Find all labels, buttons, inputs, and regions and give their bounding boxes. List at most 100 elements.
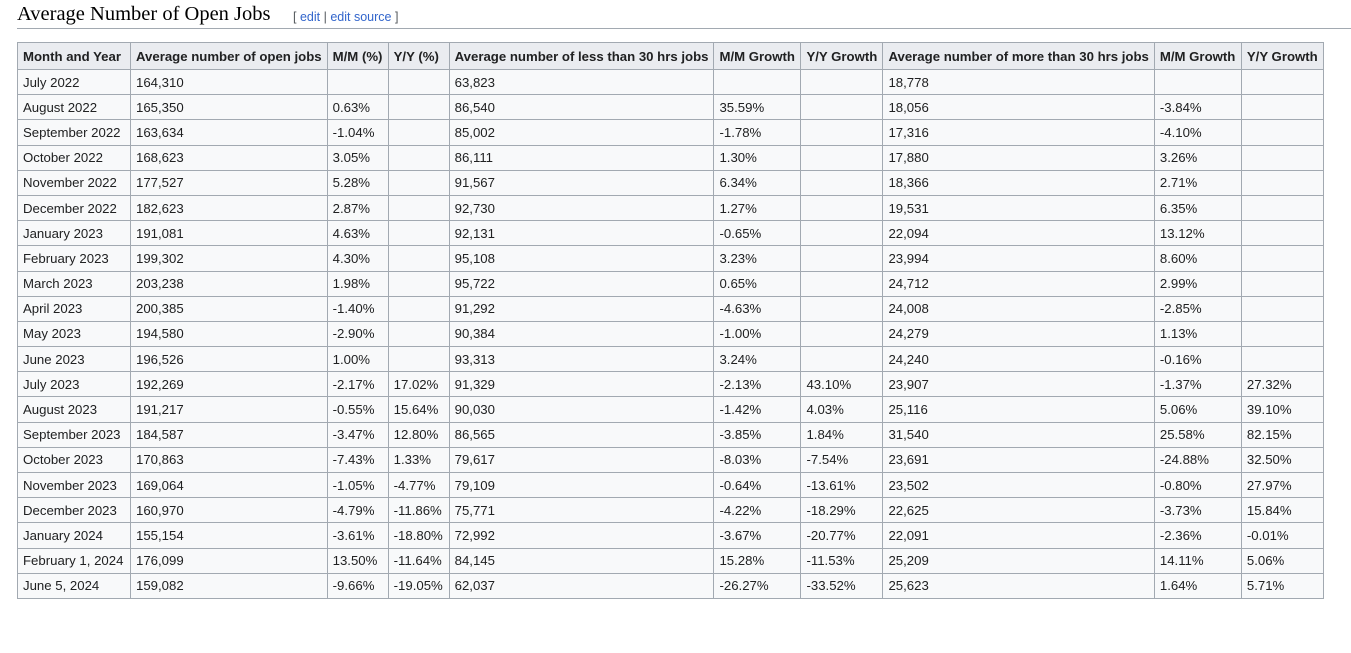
table-cell: 15.28% <box>713 547 802 574</box>
table-cell: 191,217 <box>130 396 328 423</box>
table-cell: 3.05% <box>326 144 389 171</box>
table-cell: 86,111 <box>448 144 715 171</box>
table-cell <box>800 194 884 222</box>
table-row: August 2022 165,350 0.63% 86,540 35.59% 18,05… <box>17 94 1324 121</box>
table-cell: -1.00% <box>713 320 802 348</box>
table-cell: 92,131 <box>448 220 715 247</box>
table-cell: -1.37% <box>1153 371 1242 398</box>
table-cell: 90,030 <box>448 396 715 423</box>
table-cell: 168,623 <box>130 144 328 171</box>
table-cell: 62,037 <box>448 572 715 599</box>
table-cell: -2.13% <box>713 371 802 398</box>
table-cell: -24.88% <box>1153 446 1242 474</box>
table-cell: 91,567 <box>448 169 715 196</box>
table-cell: 199,302 <box>130 245 328 272</box>
table-cell: 1.98% <box>326 270 389 297</box>
table-cell: 23,907 <box>882 371 1155 398</box>
table-cell: 159,082 <box>130 572 328 599</box>
table-cell: 169,064 <box>130 471 328 499</box>
table-cell <box>387 94 450 121</box>
table-cell: 22,094 <box>882 220 1155 247</box>
table-cell: 95,108 <box>448 245 715 272</box>
table-cell: 79,617 <box>448 446 715 474</box>
table-cell: -2.17% <box>326 371 389 398</box>
table-cell: 165,350 <box>130 94 328 121</box>
table-cell: 31,540 <box>882 421 1155 448</box>
table-cell: -11.86% <box>387 497 450 524</box>
table-cell: -4.22% <box>713 497 802 524</box>
table-cell: 19,531 <box>882 194 1155 222</box>
table-cell <box>387 220 450 247</box>
table-cell: June 2023 <box>17 346 131 373</box>
table-cell: 0.65% <box>713 270 802 297</box>
table-cell: 17.02% <box>387 371 450 398</box>
table-cell: October 2022 <box>17 144 131 171</box>
table-cell: -4.79% <box>326 497 389 524</box>
table-cell: 170,863 <box>130 446 328 474</box>
edit-source-link[interactable]: edit source <box>330 10 392 24</box>
table-cell: January 2024 <box>17 522 131 549</box>
table-row: November 2022 177,527 5.28% 91,567 6.34% 18,3… <box>17 169 1324 196</box>
table-cell <box>387 320 450 348</box>
table-cell <box>800 270 884 297</box>
table-cell: 25.58% <box>1153 421 1242 448</box>
table-row: July 2023 192,269 -2.17% 17.02% 91,329 -2.13%… <box>17 371 1324 398</box>
table-cell: 18,778 <box>882 68 1155 96</box>
table-cell: 25,623 <box>882 572 1155 599</box>
table-cell: January 2023 <box>17 220 131 247</box>
table-cell: -4.63% <box>713 295 802 322</box>
table-cell: May 2023 <box>17 320 131 348</box>
table-cell <box>800 220 884 247</box>
table-cell <box>800 119 884 146</box>
table-cell: 6.35% <box>1153 194 1242 222</box>
table-cell: December 2022 <box>17 194 131 222</box>
table-cell: 13.50% <box>326 547 389 574</box>
column-header: M/M Growth <box>1153 42 1242 70</box>
table-cell: 93,313 <box>448 346 715 373</box>
table-cell: 5.06% <box>1153 396 1242 423</box>
table-cell: February 1, 2024 <box>17 547 131 574</box>
table-row: June 5, 2024 159,082 -9.66% -19.05% 62,037 -2… <box>17 572 1324 599</box>
table-cell: November 2023 <box>17 471 131 499</box>
table-cell: 164,310 <box>130 68 328 96</box>
table-cell <box>1240 94 1324 121</box>
edit-section-links: [ edit | edit source ] <box>293 10 398 24</box>
table-cell: 1.64% <box>1153 572 1242 599</box>
table-cell <box>1240 245 1324 272</box>
table-cell: 191,081 <box>130 220 328 247</box>
table-cell: 95,722 <box>448 270 715 297</box>
table-row: January 2024 155,154 -3.61% -18.80% 72,992 -3… <box>17 522 1324 549</box>
table-row: November 2023 169,064 -1.05% -4.77% 79,109 -0… <box>17 471 1324 499</box>
table-cell: 24,712 <box>882 270 1155 297</box>
table-cell: -0.65% <box>713 220 802 247</box>
section-heading: Average Number of Open Jobs [ edit | edi… <box>17 0 1351 29</box>
table-cell: -1.42% <box>713 396 802 423</box>
table-row: December 2023 160,970 -4.79% -11.86% 75,771-… <box>17 497 1324 524</box>
table-cell: -1.78% <box>713 119 802 146</box>
table-cell: 2.99% <box>1153 270 1242 297</box>
table-cell: 163,634 <box>130 119 328 146</box>
table-cell <box>1240 194 1324 222</box>
table-cell: 92,730 <box>448 194 715 222</box>
table-cell <box>800 245 884 272</box>
column-header: Average number of less than 30 hrs jobs <box>448 42 715 70</box>
table-cell: August 2023 <box>17 396 131 423</box>
table-cell <box>800 169 884 196</box>
table-row: July 2022 164,310 63,823 18,778 <box>17 68 1324 96</box>
table-cell: -3.73% <box>1153 497 1242 524</box>
table-cell: 1.00% <box>326 346 389 373</box>
table-cell: July 2022 <box>17 68 131 96</box>
table-cell <box>387 295 450 322</box>
column-header: Average number of more than 30 hrs jobs <box>882 42 1155 70</box>
table-cell <box>713 68 802 96</box>
table-cell: 17,316 <box>882 119 1155 146</box>
table-cell: 15.84% <box>1240 497 1324 524</box>
table-row: December 2022 182,623 2.87% 92,730 1.27% 19,5… <box>17 194 1324 222</box>
column-header: Average number of open jobs <box>130 42 328 70</box>
edit-link[interactable]: edit <box>299 10 321 24</box>
table-row: March 2023 203,238 1.98% 95,722 0.65% 24,712 2… <box>17 270 1324 297</box>
table-cell: 2.71% <box>1153 169 1242 196</box>
table-cell: -9.66% <box>326 572 389 599</box>
table-cell: -0.16% <box>1153 346 1242 373</box>
table-cell: -13.61% <box>800 471 884 499</box>
